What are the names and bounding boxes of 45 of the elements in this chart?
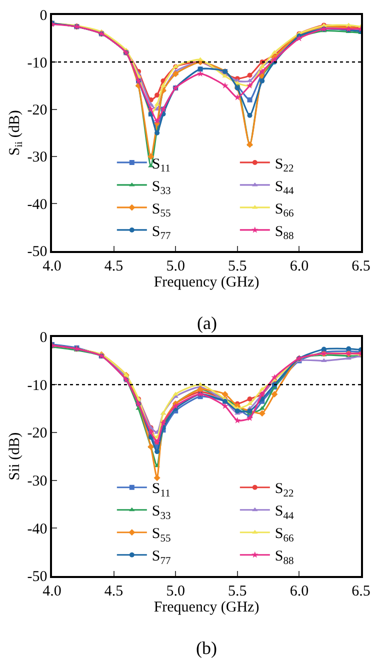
legend-label: S$_{88}$ (274, 548, 294, 567)
y-tick-label: -30 (27, 150, 48, 166)
y-tick-label: -10 (27, 55, 48, 72)
y-tick-label: -40 (27, 196, 48, 213)
legend-label: S$_{22}$ (274, 481, 294, 500)
x-tick-label: 5.5 (228, 258, 247, 275)
text: (a) (197, 313, 217, 333)
legend-label: S$_{55}$ (152, 201, 171, 220)
y-tick-label: -10 (27, 378, 48, 394)
legend-label: S$_{77}$ (152, 548, 171, 567)
y-tick-label: -50 (27, 569, 48, 586)
x-tick-label: 5.0 (166, 584, 185, 600)
legend-label: S$_{33}$ (152, 178, 171, 197)
y-tick-label: -20 (27, 102, 48, 119)
legend-label: S$_{11}$ (152, 481, 170, 500)
legend-label: S$_{33}$ (152, 504, 171, 522)
x-tick-label: 4.5 (104, 584, 124, 600)
text: (b) (196, 638, 217, 658)
legend-label: S$_{44}$ (274, 504, 295, 522)
legend-label: S$_{55}$ (152, 526, 171, 544)
y-tick-label: -40 (27, 521, 48, 538)
y-tick-label: -50 (27, 244, 48, 260)
x-tick-label: 6.0 (290, 584, 309, 600)
legend-label: S$_{77}$ (152, 224, 171, 242)
y-tick-label: 0 (40, 8, 48, 24)
legend-label: S$_{88}$ (274, 224, 294, 242)
y-tick-label: 0 (40, 330, 48, 346)
x-axis-title: Frequency (GHz) (154, 600, 260, 616)
x-tick-label: 5.5 (228, 584, 247, 600)
legend-label: S$_{11}$ (152, 156, 170, 174)
legend-label: S$_{44}$ (274, 178, 295, 197)
y-axis-title: Sii (dB) (7, 432, 23, 480)
x-tick-label: 4.0 (42, 584, 62, 600)
x-tick-label: 6.5 (352, 584, 370, 600)
legend-label: S$_{66}$ (274, 201, 294, 220)
y-tick-label: -30 (27, 474, 48, 490)
x-axis-title: Frequency (GHz) (154, 274, 260, 291)
legend-label: S$_{66}$ (274, 526, 294, 544)
x-tick-label: 4.5 (104, 258, 124, 275)
legend-label: S$_{22}$ (274, 156, 294, 174)
x-tick-label: 4.0 (42, 258, 62, 275)
x-tick-label: 6.5 (352, 258, 370, 275)
x-tick-label: 6.0 (290, 258, 309, 275)
y-tick-label: -20 (27, 426, 48, 442)
x-tick-label: 5.0 (166, 258, 185, 275)
